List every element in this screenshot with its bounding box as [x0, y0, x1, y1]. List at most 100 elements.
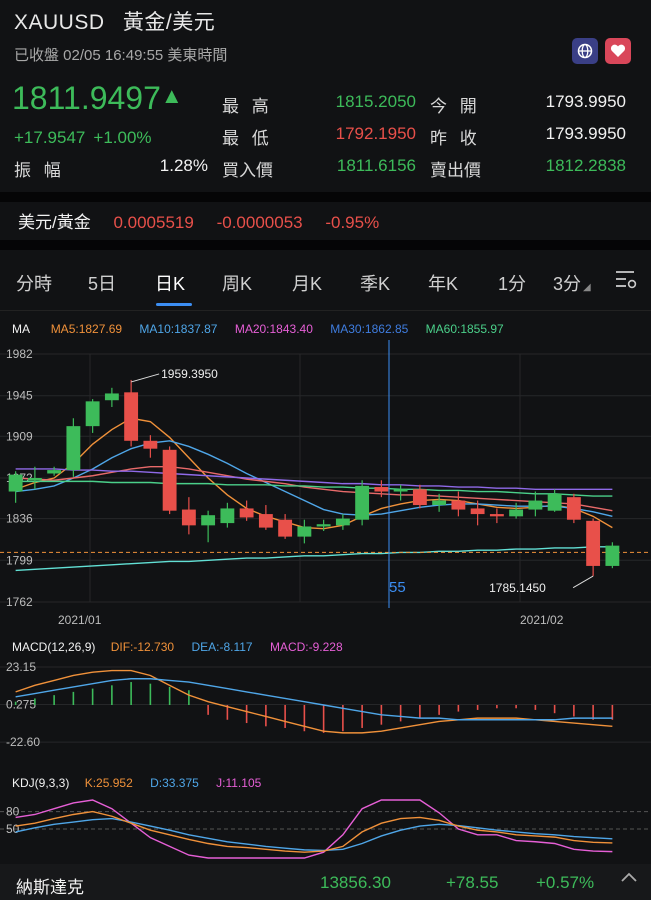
price-change: +17.9547 +1.00%: [14, 128, 152, 147]
prev-close-value: 1793.9950: [545, 124, 626, 143]
candle-body: [85, 401, 100, 427]
prev-close-label: 昨 收: [430, 129, 481, 148]
candle-body: [162, 449, 177, 511]
amplitude-label: 振 幅: [14, 161, 65, 180]
tab-quarterly-k[interactable]: 季K: [360, 274, 391, 294]
max-annotation-line: [130, 373, 160, 383]
candle-body: [355, 485, 370, 520]
index-ticker-bar[interactable]: 納斯達克 13856.30 +78.55 +0.57%: [0, 864, 651, 900]
globe-icon: [577, 43, 593, 59]
usd-gold-change: -0.0000053: [216, 213, 303, 232]
j-line: [15, 799, 613, 859]
min-annotation: 1785.1450: [489, 581, 546, 595]
candle-body: [451, 500, 466, 510]
ma30-label: MA30:1862.85: [330, 322, 409, 336]
y-tick-label: 80: [6, 805, 20, 819]
candle-body: [104, 393, 119, 401]
chart-settings-button[interactable]: [614, 269, 640, 295]
macd-legend: MACD(12,26,9) DIF:-12.730 DEA:-8.117 MAC…: [12, 640, 343, 654]
kdj-legend: KDJ(9,3,3) K:25.952 D:33.375 J:11.105: [12, 776, 262, 790]
candle-body: [335, 518, 350, 526]
ma60-line: [15, 480, 613, 497]
arrow-up-icon: ▲: [160, 83, 183, 108]
amplitude-value: 1.28%: [159, 156, 208, 175]
divider: [0, 310, 651, 311]
candle-body: [181, 509, 196, 526]
macd-label: MACD:-9.228: [269, 640, 343, 654]
dif-label: DIF:-12.730: [110, 640, 175, 654]
x-tick-label: 2021/01: [58, 613, 102, 627]
usd-gold-row[interactable]: 美元/黃金 0.0005519 -0.0000053 -0.95%: [18, 208, 379, 233]
heart-icon: [610, 44, 626, 57]
index-change: +78.55: [446, 873, 499, 892]
candle-body: [412, 489, 427, 506]
candle-body: [489, 514, 504, 517]
bid-value: 1811.6156: [336, 156, 416, 175]
ma20-label: MA20:1843.40: [234, 322, 313, 336]
tab-5day[interactable]: 5日: [88, 274, 117, 294]
candle-body: [528, 500, 543, 510]
ma-legend: MA MA5:1827.69 MA10:1837.87 MA20:1843.40…: [12, 322, 504, 336]
long-line: [15, 546, 613, 572]
high-label: 最 高: [222, 97, 273, 116]
d-label: D:33.375: [150, 776, 199, 790]
candle-body: [432, 500, 447, 506]
index-value: 13856.30: [320, 873, 391, 892]
tab-daily-k[interactable]: 日K: [155, 274, 186, 294]
candle-body: [278, 519, 293, 537]
chevron-up-icon[interactable]: [620, 870, 638, 889]
high-value: 1815.2050: [335, 92, 416, 111]
ask-label: 賣出價: [430, 161, 481, 180]
symbol-name: 黃金/美元: [122, 11, 216, 34]
current-price: 1811.9497▲: [12, 80, 183, 116]
usd-gold-value: 0.0005519: [113, 213, 194, 232]
favorite-button[interactable]: [605, 38, 631, 64]
y-tick-label: 1836: [6, 512, 33, 526]
active-tab-indicator: [156, 303, 192, 306]
tab-intraday[interactable]: 分時: [16, 274, 52, 294]
dea-label: DEA:-8.117: [191, 640, 253, 654]
candle-body: [374, 487, 389, 492]
tab-3min[interactable]: 3分 ◢: [553, 274, 591, 294]
ma10-label: MA10:1837.87: [139, 322, 218, 336]
chart-settings-icon: [616, 271, 637, 289]
candle-body: [66, 426, 81, 471]
ma5-line: [15, 417, 613, 530]
index-name: 納斯達克: [16, 878, 84, 897]
candle-body: [509, 509, 524, 517]
tab-1min[interactable]: 1分: [498, 274, 527, 294]
candle-body: [316, 524, 331, 527]
tab-yearly-k[interactable]: 年K: [428, 274, 459, 294]
min-annotation-line: [572, 575, 594, 589]
globe-button[interactable]: [572, 38, 598, 64]
open-label: 今 開: [430, 97, 481, 116]
low-value: 1792.1950: [335, 124, 416, 143]
tab-monthly-k[interactable]: 月K: [292, 274, 323, 294]
j-label: J:11.105: [216, 776, 262, 790]
ask-value: 1812.2838: [545, 156, 626, 175]
crosshair-label: 55: [389, 579, 406, 596]
ma30-line: [15, 468, 613, 490]
candle-body: [470, 508, 485, 515]
candle-body: [566, 497, 581, 520]
macd-chart[interactable]: 23.15 0.275 -22.60: [0, 656, 651, 756]
max-annotation: 1959.3950: [161, 367, 218, 381]
y-tick-label: 1982: [6, 347, 33, 361]
open-value: 1793.9950: [545, 92, 626, 111]
index-change-pct: +0.57%: [536, 873, 595, 892]
dif-line: [15, 669, 613, 734]
y-tick-label: 23.15: [6, 660, 36, 674]
k-label: K:25.952: [84, 776, 133, 790]
y-tick-label: 1945: [6, 389, 33, 403]
ma10-line: [15, 440, 613, 518]
candlestick-chart[interactable]: 1982194519091872183617991762551959.39501…: [0, 340, 651, 630]
candle-body: [201, 515, 216, 526]
x-tick-label: 2021/02: [520, 613, 564, 627]
symbol-title: XAUUSD 黃金/美元: [14, 6, 215, 36]
candle-body: [124, 392, 139, 441]
ma5-label: MA5:1827.69: [50, 322, 123, 336]
tab-weekly-k[interactable]: 周K: [222, 274, 253, 294]
candle-body: [239, 508, 254, 518]
divider: [0, 192, 651, 202]
